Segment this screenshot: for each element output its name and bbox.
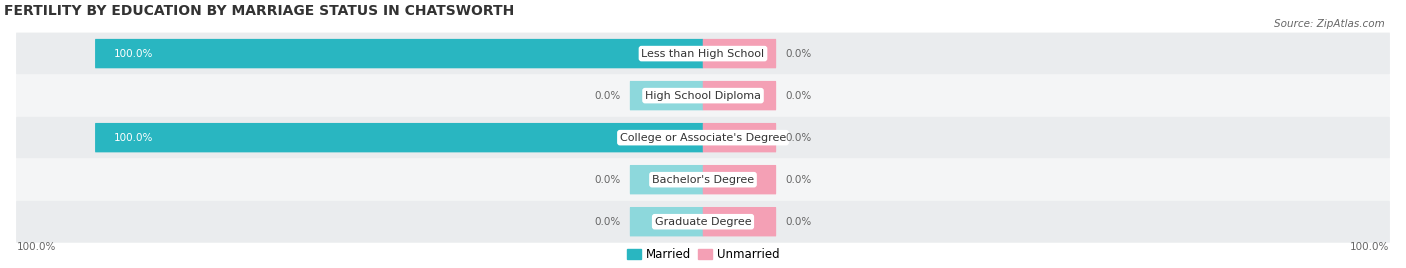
FancyBboxPatch shape xyxy=(630,81,703,110)
FancyBboxPatch shape xyxy=(630,165,703,194)
Text: 100.0%: 100.0% xyxy=(1350,242,1389,252)
Text: 0.0%: 0.0% xyxy=(785,133,811,143)
FancyBboxPatch shape xyxy=(15,117,1391,159)
Text: 0.0%: 0.0% xyxy=(595,91,621,100)
Text: 0.0%: 0.0% xyxy=(785,175,811,185)
Text: Bachelor's Degree: Bachelor's Degree xyxy=(652,175,754,185)
FancyBboxPatch shape xyxy=(703,207,776,236)
Text: 100.0%: 100.0% xyxy=(114,49,153,59)
FancyBboxPatch shape xyxy=(96,123,703,152)
Text: FERTILITY BY EDUCATION BY MARRIAGE STATUS IN CHATSWORTH: FERTILITY BY EDUCATION BY MARRIAGE STATU… xyxy=(4,4,515,18)
Legend: Married, Unmarried: Married, Unmarried xyxy=(621,243,785,266)
FancyBboxPatch shape xyxy=(630,207,703,236)
Text: High School Diploma: High School Diploma xyxy=(645,91,761,100)
FancyBboxPatch shape xyxy=(15,159,1391,201)
FancyBboxPatch shape xyxy=(15,75,1391,117)
Text: 0.0%: 0.0% xyxy=(785,49,811,59)
Text: 0.0%: 0.0% xyxy=(785,91,811,100)
Text: College or Associate's Degree: College or Associate's Degree xyxy=(620,133,786,143)
Text: Graduate Degree: Graduate Degree xyxy=(655,217,751,227)
Text: Source: ZipAtlas.com: Source: ZipAtlas.com xyxy=(1274,19,1385,29)
Text: 100.0%: 100.0% xyxy=(17,242,56,252)
Text: 0.0%: 0.0% xyxy=(785,217,811,227)
FancyBboxPatch shape xyxy=(703,81,776,110)
FancyBboxPatch shape xyxy=(15,33,1391,75)
FancyBboxPatch shape xyxy=(15,201,1391,243)
Text: 0.0%: 0.0% xyxy=(595,175,621,185)
Text: 100.0%: 100.0% xyxy=(114,133,153,143)
FancyBboxPatch shape xyxy=(703,39,776,68)
Text: Less than High School: Less than High School xyxy=(641,49,765,59)
FancyBboxPatch shape xyxy=(703,165,776,194)
FancyBboxPatch shape xyxy=(703,123,776,152)
FancyBboxPatch shape xyxy=(96,39,703,68)
Text: 0.0%: 0.0% xyxy=(595,217,621,227)
